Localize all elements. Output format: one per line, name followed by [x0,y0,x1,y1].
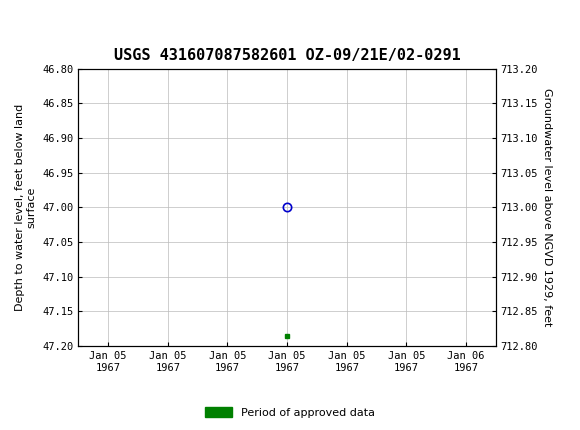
Y-axis label: Groundwater level above NGVD 1929, feet: Groundwater level above NGVD 1929, feet [542,88,552,327]
Legend: Period of approved data: Period of approved data [200,403,380,422]
Text: USGS: USGS [35,10,90,28]
Y-axis label: Depth to water level, feet below land
surface: Depth to water level, feet below land su… [15,104,37,311]
Title: USGS 431607087582601 OZ-09/21E/02-0291: USGS 431607087582601 OZ-09/21E/02-0291 [114,49,461,64]
